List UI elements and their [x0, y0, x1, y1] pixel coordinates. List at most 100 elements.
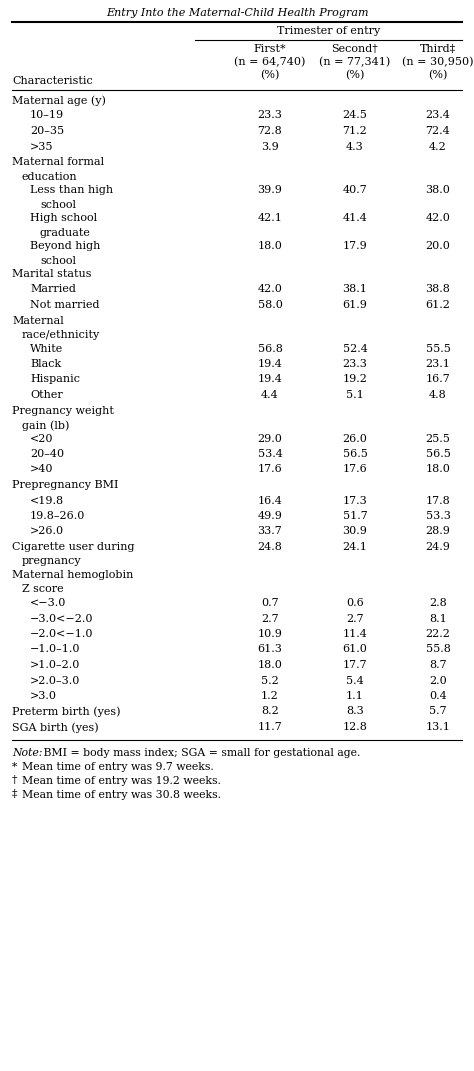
Text: 19.8–26.0: 19.8–26.0 — [30, 511, 85, 521]
Text: Beyond high: Beyond high — [30, 241, 100, 251]
Text: 23.1: 23.1 — [426, 359, 450, 369]
Text: Maternal age (y): Maternal age (y) — [12, 95, 106, 106]
Text: 49.9: 49.9 — [257, 511, 283, 521]
Text: Maternal hemoglobin: Maternal hemoglobin — [12, 570, 133, 580]
Text: 5.7: 5.7 — [429, 707, 447, 716]
Text: 23.4: 23.4 — [426, 110, 450, 121]
Text: 11.4: 11.4 — [343, 629, 367, 639]
Text: 17.8: 17.8 — [426, 496, 450, 506]
Text: 1.2: 1.2 — [261, 691, 279, 702]
Text: −1.0–1.0: −1.0–1.0 — [30, 645, 81, 654]
Text: Not married: Not married — [30, 300, 100, 310]
Text: −2.0<−1.0: −2.0<−1.0 — [30, 629, 93, 639]
Text: school: school — [40, 199, 76, 210]
Text: 24.5: 24.5 — [343, 110, 367, 121]
Text: 8.3: 8.3 — [346, 707, 364, 716]
Text: >3.0: >3.0 — [30, 691, 57, 702]
Text: 51.7: 51.7 — [343, 511, 367, 521]
Text: Marital status: Marital status — [12, 269, 91, 280]
Text: school: school — [40, 256, 76, 266]
Text: 42.1: 42.1 — [257, 213, 283, 223]
Text: BMI = body mass index; SGA = small for gestational age.: BMI = body mass index; SGA = small for g… — [40, 748, 360, 757]
Text: 61.0: 61.0 — [343, 645, 367, 654]
Text: 17.6: 17.6 — [343, 465, 367, 474]
Text: 8.1: 8.1 — [429, 614, 447, 623]
Text: Married: Married — [30, 285, 76, 295]
Text: 0.7: 0.7 — [261, 598, 279, 608]
Text: 38.0: 38.0 — [426, 185, 450, 195]
Text: Maternal formal: Maternal formal — [12, 157, 104, 167]
Text: 20–40: 20–40 — [30, 449, 64, 459]
Text: Mean time of entry was 9.7 weeks.: Mean time of entry was 9.7 weeks. — [22, 761, 214, 771]
Text: 10.9: 10.9 — [257, 629, 283, 639]
Text: <−3.0: <−3.0 — [30, 598, 66, 608]
Text: 38.8: 38.8 — [426, 285, 450, 295]
Text: Other: Other — [30, 390, 63, 399]
Text: High school: High school — [30, 213, 97, 223]
Text: 58.0: 58.0 — [257, 300, 283, 310]
Text: gain (lb): gain (lb) — [22, 420, 69, 431]
Text: 16.7: 16.7 — [426, 375, 450, 384]
Text: 0.6: 0.6 — [346, 598, 364, 608]
Text: (%): (%) — [346, 70, 365, 80]
Text: 13.1: 13.1 — [426, 722, 450, 731]
Text: 23.3: 23.3 — [257, 110, 283, 121]
Text: 28.9: 28.9 — [426, 527, 450, 537]
Text: 4.4: 4.4 — [261, 390, 279, 399]
Text: 5.1: 5.1 — [346, 390, 364, 399]
Text: 53.4: 53.4 — [257, 449, 283, 459]
Text: 53.3: 53.3 — [426, 511, 450, 521]
Text: 42.0: 42.0 — [257, 285, 283, 295]
Text: >2.0–3.0: >2.0–3.0 — [30, 676, 81, 685]
Text: −3.0<−2.0: −3.0<−2.0 — [30, 614, 93, 623]
Text: Note:: Note: — [12, 748, 42, 757]
Text: 72.4: 72.4 — [426, 126, 450, 136]
Text: 56.5: 56.5 — [426, 449, 450, 459]
Text: 2.0: 2.0 — [429, 676, 447, 685]
Text: 26.0: 26.0 — [343, 434, 367, 443]
Text: 4.3: 4.3 — [346, 141, 364, 151]
Text: 22.2: 22.2 — [426, 629, 450, 639]
Text: 20–35: 20–35 — [30, 126, 64, 136]
Text: (n = 77,341): (n = 77,341) — [319, 57, 391, 67]
Text: Hispanic: Hispanic — [30, 375, 80, 384]
Text: pregnancy: pregnancy — [22, 557, 82, 567]
Text: 24.8: 24.8 — [257, 542, 283, 552]
Text: Cigarette user during: Cigarette user during — [12, 542, 135, 552]
Text: Second†: Second† — [332, 44, 378, 54]
Text: Trimester of entry: Trimester of entry — [277, 26, 380, 36]
Text: (n = 64,740): (n = 64,740) — [234, 57, 306, 67]
Text: 1.1: 1.1 — [346, 691, 364, 702]
Text: education: education — [22, 171, 78, 181]
Text: 29.0: 29.0 — [257, 434, 283, 443]
Text: 18.0: 18.0 — [257, 660, 283, 670]
Text: †: † — [12, 775, 21, 785]
Text: Less than high: Less than high — [30, 185, 113, 195]
Text: 2.8: 2.8 — [429, 598, 447, 608]
Text: 12.8: 12.8 — [343, 722, 367, 731]
Text: First*: First* — [254, 44, 286, 54]
Text: 18.0: 18.0 — [257, 241, 283, 251]
Text: 71.2: 71.2 — [343, 126, 367, 136]
Text: 17.9: 17.9 — [343, 241, 367, 251]
Text: 19.4: 19.4 — [257, 359, 283, 369]
Text: *: * — [12, 761, 21, 771]
Text: >40: >40 — [30, 465, 54, 474]
Text: (%): (%) — [428, 70, 447, 80]
Text: 61.2: 61.2 — [426, 300, 450, 310]
Text: 17.3: 17.3 — [343, 496, 367, 506]
Text: >26.0: >26.0 — [30, 527, 64, 537]
Text: Prepregnancy BMI: Prepregnancy BMI — [12, 480, 118, 491]
Text: Mean time of entry was 30.8 weeks.: Mean time of entry was 30.8 weeks. — [22, 789, 221, 799]
Text: 39.9: 39.9 — [257, 185, 283, 195]
Text: 17.7: 17.7 — [343, 660, 367, 670]
Text: race/ethnicity: race/ethnicity — [22, 330, 100, 340]
Text: 8.7: 8.7 — [429, 660, 447, 670]
Text: (n = 30,950): (n = 30,950) — [402, 57, 474, 67]
Text: 61.3: 61.3 — [257, 645, 283, 654]
Text: 24.1: 24.1 — [343, 542, 367, 552]
Text: 19.2: 19.2 — [343, 375, 367, 384]
Text: 5.4: 5.4 — [346, 676, 364, 685]
Text: Z score: Z score — [22, 585, 64, 594]
Text: 16.4: 16.4 — [257, 496, 283, 506]
